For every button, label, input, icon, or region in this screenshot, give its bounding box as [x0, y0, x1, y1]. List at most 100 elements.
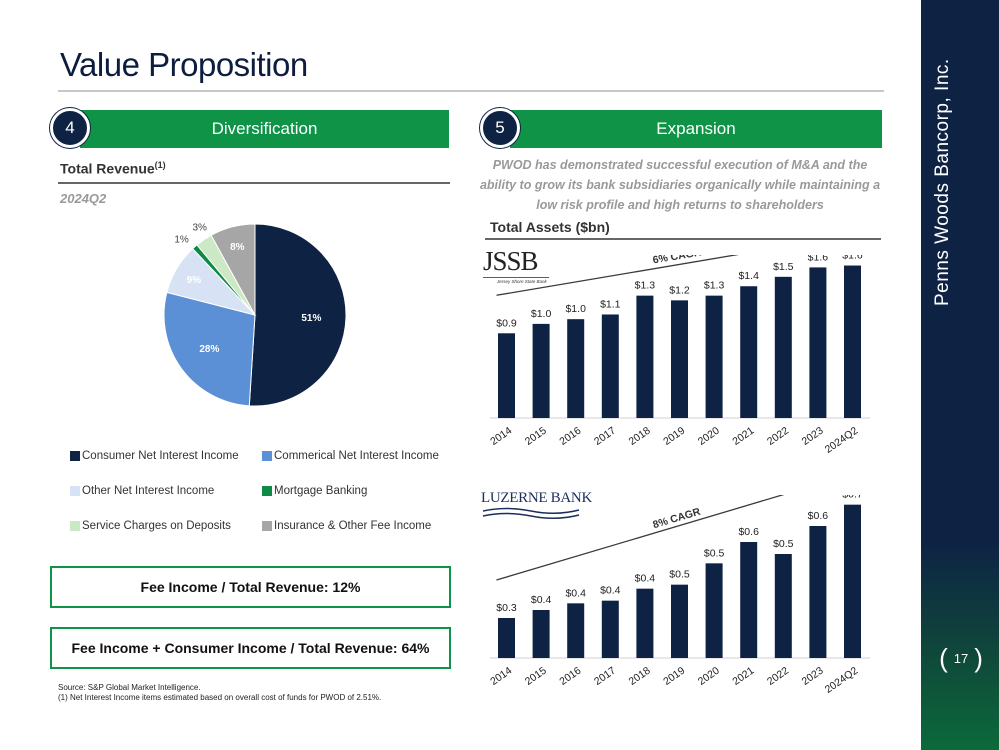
bar [601, 600, 619, 658]
page-number: 17 [953, 650, 969, 666]
legend-item: Consumer Net Interest Income [70, 450, 239, 462]
section-number-5: 5 [480, 108, 520, 148]
fee-consumer-income-ratio-box: Fee Income + Consumer Income / Total Rev… [50, 627, 451, 669]
jssb-logo-rule [483, 277, 549, 278]
bar-value-label: $0.7 [842, 495, 863, 501]
x-tick-label: 2018 [627, 425, 653, 448]
bar-value-label: $1.1 [600, 298, 621, 310]
bar-value-label: $0.5 [773, 538, 794, 550]
left-heading-rule [58, 182, 450, 184]
source-line: Source: S&P Global Market Intelligence. [58, 683, 201, 692]
bar-value-label: $0.4 [531, 594, 552, 606]
jssb-logo-subtitle: Jersey Shore State Bank [497, 279, 547, 284]
bracket-left-icon: ( [939, 643, 948, 673]
cagr-label: 8% CAGR [651, 506, 702, 532]
luzerne-assets-bar-chart: $0.3 2014 $0.4 2015 $0.4 2016 $0.4 2017 $0.4 2018… [488, 495, 870, 696]
total-assets-heading: Total Assets ($bn) [490, 219, 610, 235]
legend-item: Service Charges on Deposits [70, 520, 231, 532]
legend-label: Other Net Interest Income [82, 485, 215, 497]
total-revenue-heading-text: Total Revenue [60, 160, 155, 177]
x-tick-label: 2023 [800, 425, 826, 448]
right-heading-rule [485, 238, 881, 240]
expansion-banner: Expansion [510, 110, 882, 148]
expansion-description: PWOD has demonstrated successful executi… [479, 158, 881, 212]
bar-value-label: $0.6 [738, 526, 759, 538]
x-tick-label: 2014 [488, 665, 514, 688]
x-tick-label: 2018 [627, 665, 653, 688]
pie-slice [210, 223, 256, 316]
total-revenue-heading: Total Revenue(1) [60, 160, 166, 177]
jssb-logo: JSSB Jersey Shore State Bank [483, 247, 553, 287]
section-number-5-label: 5 [495, 118, 505, 137]
bar [498, 618, 515, 658]
x-tick-label: 2016 [557, 425, 583, 448]
legend-swatch [262, 451, 272, 461]
luzerne-bank-logo: LUZERNE BANK [481, 490, 592, 520]
bar-value-label: $0.5 [704, 547, 725, 559]
x-tick-label: 2017 [592, 425, 618, 448]
legend-swatch [262, 521, 272, 531]
diversification-banner: Diversification [80, 110, 449, 148]
pie-slice-label: 51% [301, 313, 321, 324]
bar-value-label: $0.9 [496, 317, 517, 329]
expansion-banner-label: Expansion [656, 119, 736, 138]
x-tick-label: 2021 [730, 665, 756, 688]
pie-slice-label: 3% [192, 223, 207, 234]
pie-slice [248, 223, 347, 407]
bar [705, 563, 723, 658]
period-label: 2024Q2 [60, 191, 107, 206]
legend-label: Service Charges on Deposits [82, 520, 231, 532]
diversification-banner-label: Diversification [211, 119, 318, 138]
bar-value-label: $1.3 [704, 280, 725, 292]
sidebar-band [921, 0, 999, 750]
pie-slice [163, 291, 256, 407]
pie-slice-label: 9% [187, 275, 202, 286]
bar [740, 286, 758, 418]
bar [774, 276, 792, 418]
section-number-4-label: 4 [65, 118, 75, 137]
x-tick-label: 2017 [592, 665, 618, 688]
bar-value-label: $1.0 [531, 308, 552, 320]
legend-label: Insurance & Other Fee Income [274, 520, 432, 532]
page-number-box: ( 17 ) [939, 643, 983, 673]
footnote-line: (1) Net Interest Income items estimated … [58, 693, 382, 702]
total-revenue-footnote-ref: (1) [154, 160, 166, 170]
legend-swatch [70, 451, 80, 461]
bar-value-label: $1.4 [738, 270, 759, 282]
bar-value-label: $0.4 [635, 573, 656, 585]
bar [601, 314, 619, 418]
pie-slice-label: 1% [174, 235, 189, 246]
bar [567, 319, 585, 418]
pie-slice-label: 28% [199, 344, 219, 355]
bar-value-label: $1.6 [842, 255, 863, 262]
legend-item: Commerical Net Interest Income [262, 450, 439, 462]
source-note: Source: S&P Global Market Intelligence. … [58, 683, 381, 703]
cagr-arrow [496, 255, 740, 296]
bar-value-label: $0.3 [496, 602, 517, 614]
bar [809, 267, 827, 418]
fee-income-ratio-box: Fee Income / Total Revenue: 12% [50, 566, 451, 608]
x-tick-label: 2019 [661, 425, 687, 448]
bar-value-label: $0.4 [600, 585, 621, 597]
bar [705, 295, 723, 418]
x-tick-label: 2019 [661, 665, 687, 688]
pie-slice-label: 8% [230, 242, 245, 253]
bar [671, 300, 688, 418]
legend-item: Other Net Interest Income [70, 485, 214, 497]
bar-value-label: $1.0 [565, 303, 586, 315]
section-number-4: 4 [50, 108, 90, 148]
luzerne-logo-text: LUZERNE BANK [481, 490, 592, 506]
bar-value-label: $0.4 [565, 587, 586, 599]
bar [532, 323, 550, 418]
bracket-right-icon: ) [974, 643, 983, 673]
x-tick-label: 2022 [765, 665, 791, 688]
cagr-label: 6% CAGR [652, 255, 703, 266]
bar-value-label: $1.6 [808, 255, 829, 263]
x-tick-label: 2014 [488, 425, 514, 448]
revenue-pie-chart: 51% 28% 9% 1%3% 8% [163, 223, 347, 407]
bar-value-label: $1.2 [669, 284, 690, 296]
bar [844, 265, 861, 418]
legend-label: Mortgage Banking [274, 485, 368, 497]
x-tick-label: 2015 [523, 425, 549, 448]
bar [774, 554, 792, 658]
